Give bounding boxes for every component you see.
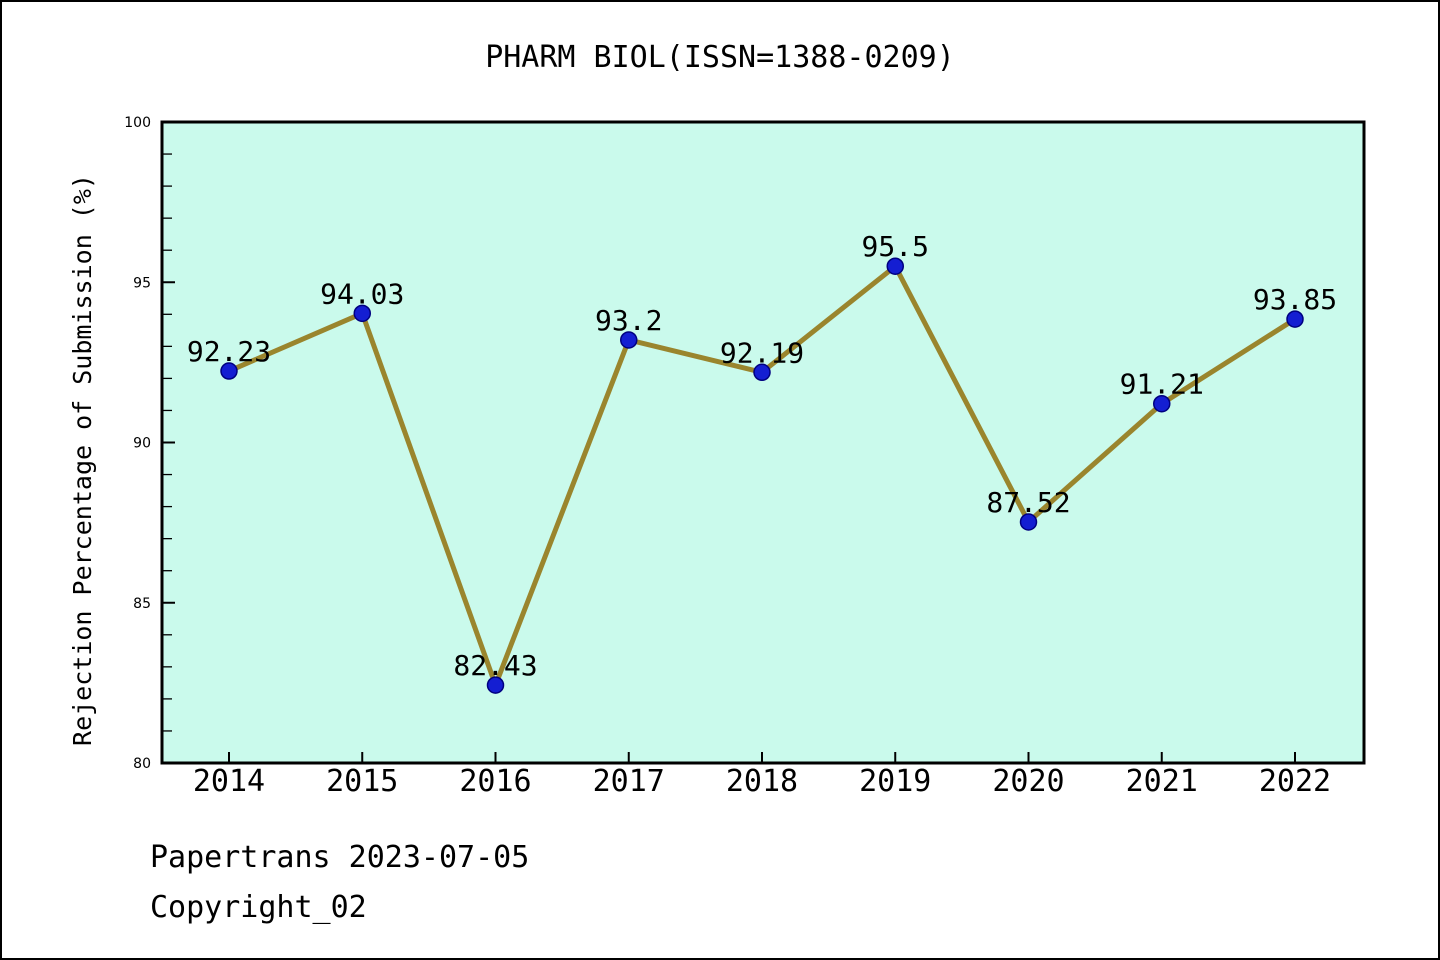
data-point-label: 93.85 xyxy=(1253,283,1337,316)
data-point-label: 95.5 xyxy=(862,230,929,263)
chart-title: PHARM BIOL(ISSN=1388-0209) xyxy=(485,40,955,75)
x-tick-label: 2015 xyxy=(326,764,398,799)
x-tick-label: 2022 xyxy=(1259,764,1331,799)
x-tick-label: 2019 xyxy=(859,764,931,799)
x-tick-label: 2018 xyxy=(726,764,798,799)
data-point-label: 91.21 xyxy=(1120,368,1204,401)
data-point-label: 92.23 xyxy=(187,335,271,368)
y-tick-label: 95 xyxy=(133,275,151,291)
x-tick-label: 2016 xyxy=(459,764,531,799)
y-axis-label: Rejection Percentage of Submission (%) xyxy=(68,174,97,746)
data-point-label: 94.03 xyxy=(320,277,404,310)
data-point-label: 82.43 xyxy=(453,649,537,682)
data-point xyxy=(353,304,371,323)
data-point xyxy=(486,676,505,694)
data-point xyxy=(1286,310,1304,328)
data-point-label: 92.19 xyxy=(720,336,804,369)
plot-area xyxy=(160,120,1366,765)
data-point xyxy=(886,257,904,275)
data-point xyxy=(753,363,771,382)
y-tick-label: 80 xyxy=(133,756,151,772)
y-tick-label: 100 xyxy=(124,115,151,131)
x-tick-label: 2021 xyxy=(1126,764,1198,799)
x-tick-label: 2014 xyxy=(193,764,265,799)
x-tick-label: 2020 xyxy=(992,764,1064,799)
data-point-label: 93.2 xyxy=(595,304,662,337)
footer-copyright: Copyright_02 xyxy=(150,890,367,925)
y-tick-label: 90 xyxy=(133,436,151,452)
data-point-label: 87.52 xyxy=(986,486,1070,519)
data-point xyxy=(620,331,638,349)
data-point xyxy=(220,362,238,380)
y-tick-label: 85 xyxy=(133,596,151,612)
footer-source: Papertrans 2023-07-05 xyxy=(150,840,530,875)
x-tick-label: 2017 xyxy=(593,764,665,799)
data-point xyxy=(1153,394,1171,413)
data-point xyxy=(1019,513,1038,531)
